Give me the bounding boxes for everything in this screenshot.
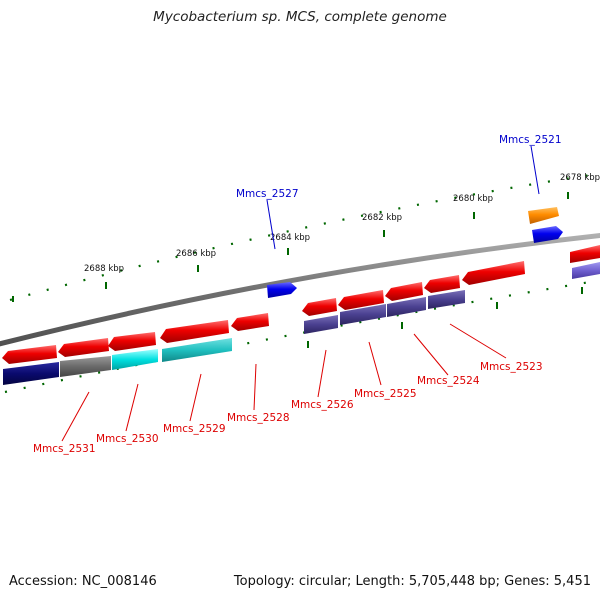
gene-mmcs-2523[interactable] bbox=[462, 261, 525, 285]
gene-mmcs-2525[interactable] bbox=[338, 290, 384, 310]
gene-label-mmcs-2531[interactable]: Mmcs_2531 bbox=[33, 443, 96, 455]
accession-text: Accession: NC_008146 bbox=[9, 574, 157, 589]
gene-right-edge-cog[interactable] bbox=[572, 262, 600, 279]
gene-label-mmcs-2527[interactable]: Mmcs_2527 bbox=[236, 188, 299, 200]
cog-block-2529[interactable] bbox=[162, 338, 232, 362]
leader-lines bbox=[61, 145, 540, 442]
gene-label-mmcs-2526[interactable]: Mmcs_2526 bbox=[291, 399, 354, 411]
gene-label-mmcs-2524[interactable]: Mmcs_2524 bbox=[417, 375, 480, 387]
gene-mmcs-2531[interactable] bbox=[2, 345, 57, 364]
cog-block-2524[interactable] bbox=[387, 297, 426, 317]
gene-label-mmcs-2530[interactable]: Mmcs_2530 bbox=[96, 433, 159, 445]
gene-mmcs-2521-cog[interactable] bbox=[528, 207, 559, 224]
gene-mmcs-2526[interactable] bbox=[302, 298, 337, 316]
gene-label-mmcs-2523[interactable]: Mmcs_2523 bbox=[480, 361, 543, 373]
gene-mmcs-2527[interactable] bbox=[267, 282, 297, 298]
forward-strand-genes bbox=[267, 207, 600, 298]
cog-block-2531[interactable] bbox=[3, 362, 59, 385]
topology-text: Topology: circular; Length: 5,705,448 bp… bbox=[233, 574, 591, 589]
gene-label-mmcs-2521[interactable]: Mmcs_2521 bbox=[499, 134, 562, 146]
cog-block-2531-b[interactable] bbox=[60, 356, 111, 377]
scale-label-2686: 2686 kbp bbox=[176, 249, 216, 259]
gene-labels: Mmcs_2521 Mmcs_2527 Mmcs_2523 Mmcs_2524 … bbox=[33, 134, 562, 455]
scale-label-2688: 2688 kbp bbox=[84, 264, 124, 274]
gene-mmcs-2528[interactable] bbox=[231, 313, 269, 331]
gene-mmcs-2524b[interactable] bbox=[385, 282, 423, 301]
gene-mmcs-2531-b[interactable] bbox=[58, 338, 109, 357]
scale-label-2678: 2678 kbp bbox=[560, 173, 600, 183]
inner-scale-track bbox=[4, 280, 591, 394]
gene-mmcs-2529[interactable] bbox=[160, 320, 229, 343]
reverse-strand-genes bbox=[2, 261, 525, 385]
map-title: Mycobacterium sp. MCS, complete genome bbox=[153, 9, 447, 25]
cog-block-2523[interactable] bbox=[428, 290, 465, 309]
gene-mmcs-2524[interactable] bbox=[424, 275, 460, 293]
cog-block-2526[interactable] bbox=[304, 315, 338, 334]
gene-mmcs-2521[interactable] bbox=[532, 226, 563, 243]
scale-label-2684: 2684 kbp bbox=[270, 233, 310, 243]
genome-backbone bbox=[0, 233, 600, 347]
gene-label-mmcs-2528[interactable]: Mmcs_2528 bbox=[227, 412, 290, 424]
gene-label-mmcs-2529[interactable]: Mmcs_2529 bbox=[163, 423, 226, 435]
gene-mmcs-2530[interactable] bbox=[108, 332, 156, 351]
outer-scale-track bbox=[9, 173, 591, 302]
gene-label-mmcs-2525[interactable]: Mmcs_2525 bbox=[354, 388, 417, 400]
scale-label-2682: 2682 kbp bbox=[362, 213, 402, 223]
scale-label-2680: 2680 kbp bbox=[453, 194, 493, 204]
gene-right-edge-red[interactable] bbox=[570, 245, 600, 263]
cog-block-2530[interactable] bbox=[112, 349, 158, 370]
cog-block-2525[interactable] bbox=[340, 304, 386, 325]
